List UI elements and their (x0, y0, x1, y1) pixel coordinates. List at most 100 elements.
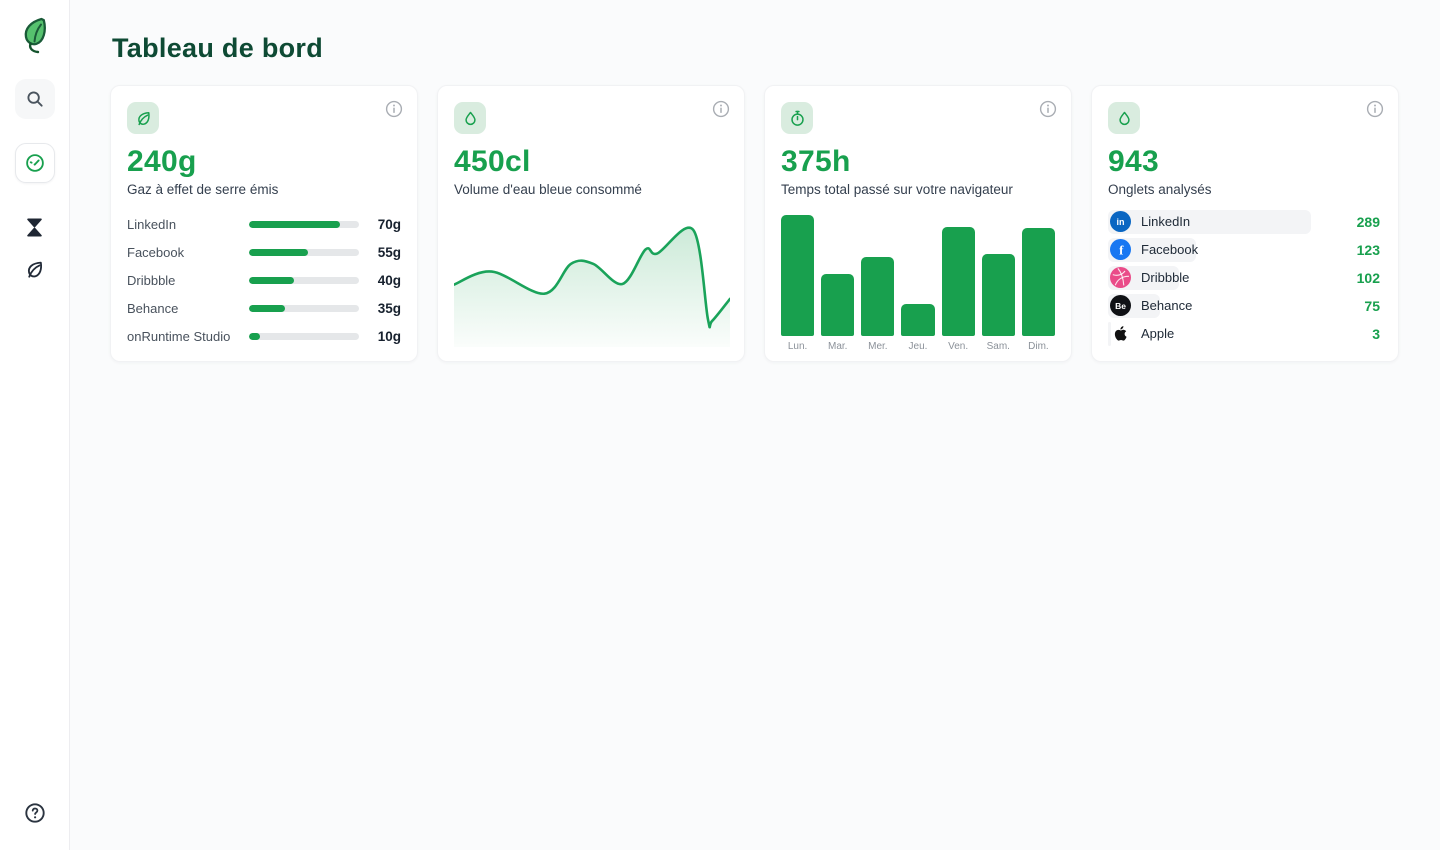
metric-value: 943 (1108, 145, 1159, 178)
emission-source-label: LinkedIn (127, 217, 177, 233)
info-button[interactable] (1366, 100, 1384, 118)
metric-subtitle: Onglets analysés (1108, 181, 1212, 197)
dashboard-gauge-icon (25, 154, 44, 172)
emission-value: 35g (377, 301, 401, 317)
tab-row[interactable]: Dribbble 102 (1108, 265, 1382, 290)
emission-row: Dribbble 40g (127, 267, 401, 295)
time-labels: Lun. Mar. Mer. Jeu. Ven. Sam. Dim. (781, 341, 1055, 352)
water-drop-icon (464, 111, 476, 125)
time-bar-label: Ven. (948, 340, 969, 352)
page-title: Tableau de bord (112, 33, 324, 63)
time-bar-column (861, 215, 895, 336)
time-bar (781, 214, 815, 336)
info-icon (712, 100, 730, 118)
tab-site-label: Behance (1141, 298, 1193, 314)
svg-text:Be: Be (1115, 301, 1126, 311)
metric-subtitle: Gaz à effet de serre émis (127, 181, 279, 197)
stopwatch-icon (790, 110, 804, 126)
water-chart-area (454, 227, 730, 347)
svg-text:in: in (1117, 217, 1125, 227)
tab-row-highlight-bar (1108, 321, 1111, 346)
emission-bar-track (249, 333, 359, 341)
app-logo[interactable] (14, 14, 56, 58)
emission-source-label: Facebook (127, 245, 185, 261)
time-bar-label: Mar. (827, 340, 848, 352)
time-bar-column (781, 214, 815, 336)
tab-site-label: Dribbble (1141, 270, 1190, 286)
info-button[interactable] (385, 100, 403, 118)
tab-row-highlight-bar (1108, 209, 1311, 234)
emission-bar-fill (249, 221, 341, 229)
card-badge (1108, 102, 1140, 134)
emission-source-label: Behance (127, 301, 179, 317)
emission-bar-fill (249, 277, 295, 285)
emission-row: LinkedIn 70g (127, 211, 401, 239)
emission-bar-fill (249, 249, 309, 257)
time-bar (941, 227, 975, 336)
linkedin-icon: in (1110, 211, 1131, 233)
emission-source-label: Dribbble (127, 273, 176, 289)
svg-text:f: f (1119, 243, 1124, 258)
facebook-icon: f (1110, 239, 1131, 261)
time-bar-label: Sam. (986, 340, 1010, 352)
time-bar (821, 274, 855, 336)
emission-bar-track (249, 221, 359, 229)
card-badge (454, 102, 486, 134)
emission-bar-track (249, 277, 359, 285)
emission-bar-track (249, 305, 359, 313)
tab-site-label: Apple (1141, 326, 1175, 342)
info-button[interactable] (712, 100, 730, 118)
time-bar-column (901, 215, 935, 336)
card-greenhouse-gas: 240g Gaz à effet de serre émis LinkedIn 7… (110, 85, 418, 362)
water-chart-line (452, 226, 732, 329)
tab-row[interactable]: f Facebook 123 (1108, 237, 1382, 262)
emission-source-label: onRuntime Studio (127, 329, 231, 345)
metric-value: 450cl (454, 145, 531, 178)
emission-bar-fill (249, 305, 286, 313)
emission-row: Facebook 55g (127, 239, 401, 267)
time-bar (981, 253, 1015, 336)
behance-icon: Be (1110, 295, 1131, 317)
sidebar-item-search[interactable] (14, 79, 55, 119)
sidebar-item-history[interactable] (15, 207, 55, 247)
tab-site-label: Facebook (1141, 242, 1199, 258)
time-bar-label: Dim. (1028, 340, 1049, 352)
emission-value: 55g (377, 245, 401, 261)
tab-count-value: 102 (1356, 269, 1380, 286)
sidebar-item-dashboard[interactable] (14, 143, 55, 183)
metric-subtitle: Temps total passé sur votre navigateur (781, 181, 1013, 197)
card-badge (127, 102, 159, 134)
dribbble-icon (1110, 267, 1131, 289)
hourglass-icon (27, 218, 42, 236)
emission-row: onRuntime Studio 10g (127, 323, 401, 351)
tab-count-value: 3 (1372, 325, 1380, 342)
tab-row[interactable]: in LinkedIn 289 (1108, 209, 1382, 234)
leaf-icon (27, 261, 42, 278)
tabs-rows: in LinkedIn 289 f Facebook 123 Dribbble 102 Be Be… (1108, 209, 1382, 346)
time-bar-column (821, 215, 855, 336)
time-bar-chart: Lun. Mar. Mer. Jeu. Ven. Sam. Dim. (781, 214, 1055, 352)
help-button[interactable] (20, 798, 50, 828)
cards-row: 240g Gaz à effet de serre émis LinkedIn 7… (110, 85, 1400, 362)
sidebar-item-ecology[interactable] (15, 249, 55, 289)
sidebar-nav (14, 79, 55, 289)
card-analysed-tabs: 943 Onglets analysés in LinkedIn 289 f Faceb… (1091, 85, 1399, 362)
metric-value: 240g (127, 145, 197, 178)
tab-site-label: LinkedIn (1141, 214, 1191, 230)
info-icon (1366, 100, 1384, 118)
card-browser-time: 375h Temps total passé sur votre navigat… (764, 85, 1072, 362)
water-area-chart (452, 226, 732, 347)
info-button[interactable] (1039, 100, 1057, 118)
time-bar-label: Jeu. (908, 340, 928, 352)
metric-subtitle: Volume d'eau bleue consommé (454, 181, 642, 197)
tab-row[interactable]: Be Behance 75 (1108, 293, 1382, 318)
emission-value: 10g (377, 329, 401, 345)
search-icon (26, 91, 43, 107)
water-drop-icon (1118, 111, 1130, 125)
help-icon (24, 803, 45, 823)
tab-row[interactable]: Apple 3 (1108, 321, 1382, 346)
time-bar-label: Lun. (787, 340, 808, 352)
apple-icon (1110, 323, 1131, 344)
time-bar-column (981, 215, 1015, 336)
emission-bar-fill (249, 333, 260, 341)
